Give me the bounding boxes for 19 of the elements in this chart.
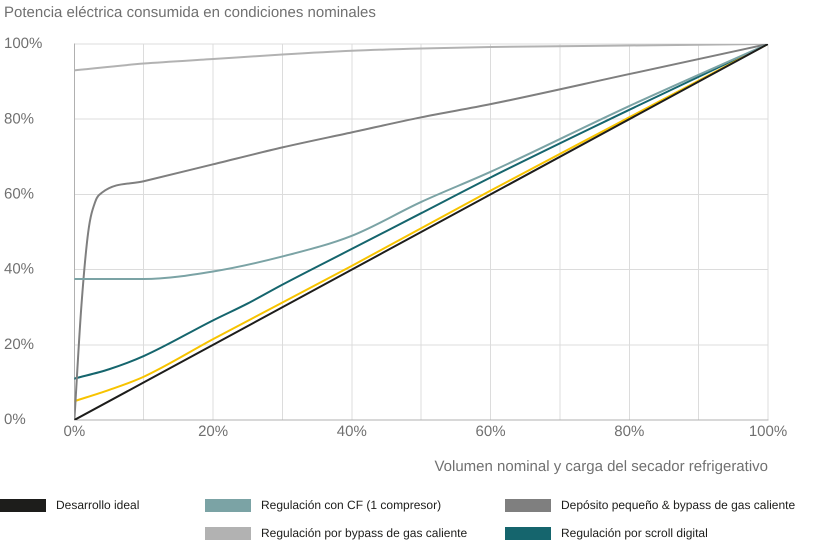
x-tick-label: 0% [64,423,86,440]
legend-label: Depósito pequeño & bypass de gas caliente [561,498,796,512]
x-tick-label: 20% [198,423,228,440]
chart-title: Potencia eléctrica consumida en condiciones nominales [4,4,376,22]
y-tick-label: 40% [4,260,34,278]
y-tick-label: 60% [4,186,34,203]
legend-label: Desarrollo ideal [56,498,140,512]
y-tick-label: 20% [4,336,34,353]
x-tick-label: 80% [614,423,644,440]
x-tick-label: 40% [336,423,367,440]
legend-label: Regulación por bypass de gas caliente [261,526,468,540]
legend-label: Regulación con CF (1 compresor) [261,498,442,512]
x-tick-label: 100% [748,423,788,440]
y-tick-label: 0% [4,411,26,428]
x-tick-label: 60% [476,423,506,440]
x-axis-title: Volumen nominal y carga del secador refrigerativo [434,458,768,476]
y-tick-label: 100% [4,35,42,52]
y-tick-label: 80% [4,110,34,128]
legend-label: Regulación por scroll digital [561,526,708,540]
